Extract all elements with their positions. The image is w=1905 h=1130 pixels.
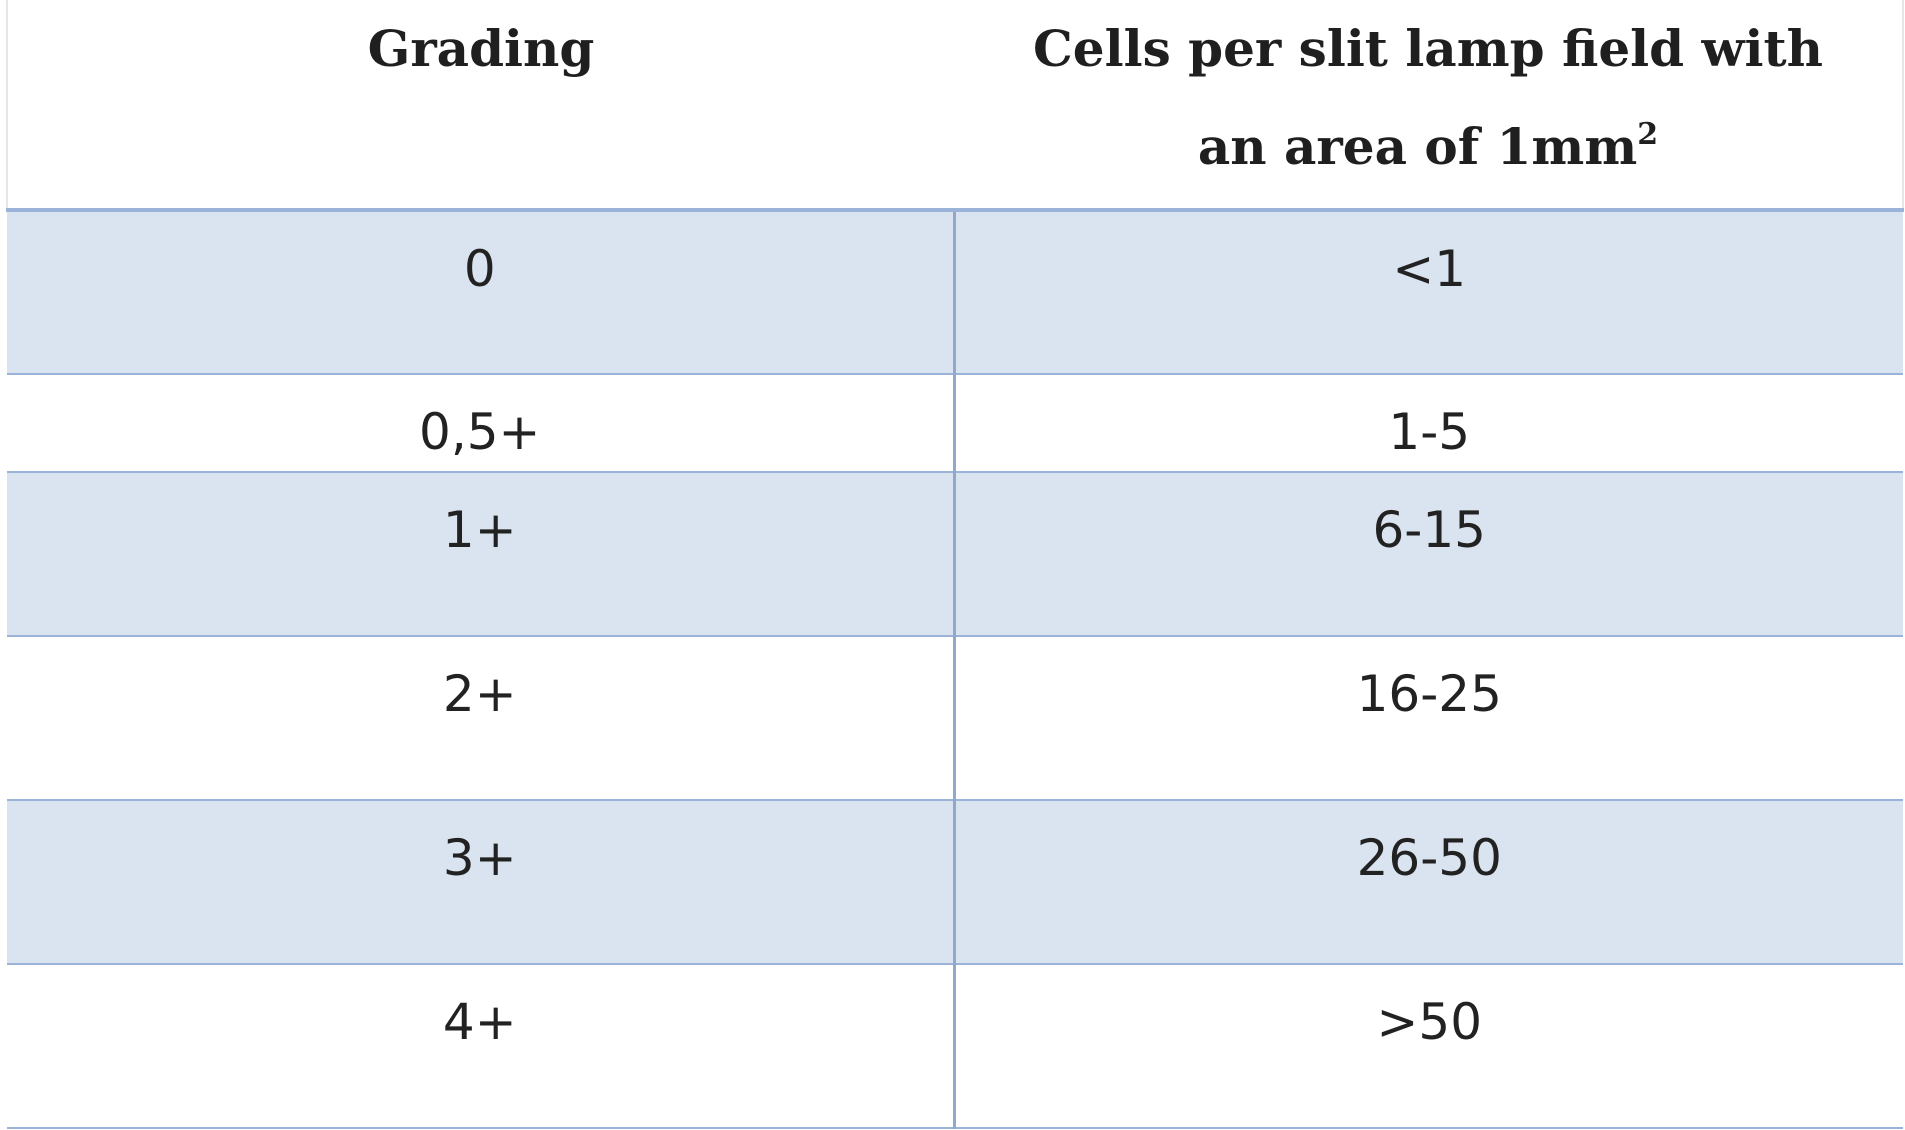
table-row: 0,5+ 1-5 <box>7 374 1903 473</box>
header-row: Grading Cells per slit lamp field with a… <box>6 0 1904 212</box>
cells-cell: 16-25 <box>954 636 1903 801</box>
table-row: 0 <1 <box>7 210 1903 375</box>
cells-cell: 6-15 <box>954 472 1903 637</box>
cells-header-line2: an area of 1mm <box>1197 117 1638 176</box>
cells-cell: <1 <box>954 210 1903 375</box>
grading-cell: 1+ <box>7 472 956 637</box>
table-row: 4+ >50 <box>7 964 1903 1129</box>
cells-cell: 1-5 <box>954 374 1903 473</box>
cells-header-superscript: 2 <box>1637 117 1659 152</box>
grading-cell: 3+ <box>7 800 956 965</box>
cells-cell: >50 <box>954 964 1903 1129</box>
grading-cell: 0,5+ <box>7 374 956 473</box>
table-row: 3+ 26-50 <box>7 800 1903 965</box>
cells-cell: 26-50 <box>954 800 1903 965</box>
table-body: 0 <1 0,5+ 1-5 1+ 6-15 2+ 16-25 3+ 26-50 … <box>7 210 1903 1129</box>
grading-cell: 0 <box>7 210 956 375</box>
cells-header-line1: Cells per slit lamp field with <box>1033 19 1823 78</box>
grading-cell: 4+ <box>7 964 956 1129</box>
grading-table: Grading Cells per slit lamp field with a… <box>6 0 1904 1129</box>
grading-column-header: Grading <box>6 0 954 212</box>
table-header: Grading Cells per slit lamp field with a… <box>6 0 1904 212</box>
cells-column-header: Cells per slit lamp field with an area o… <box>954 0 1904 212</box>
table-row: 2+ 16-25 <box>7 636 1903 801</box>
grading-header-label: Grading <box>367 19 595 78</box>
grading-cell: 2+ <box>7 636 956 801</box>
table-row: 1+ 6-15 <box>7 472 1903 637</box>
